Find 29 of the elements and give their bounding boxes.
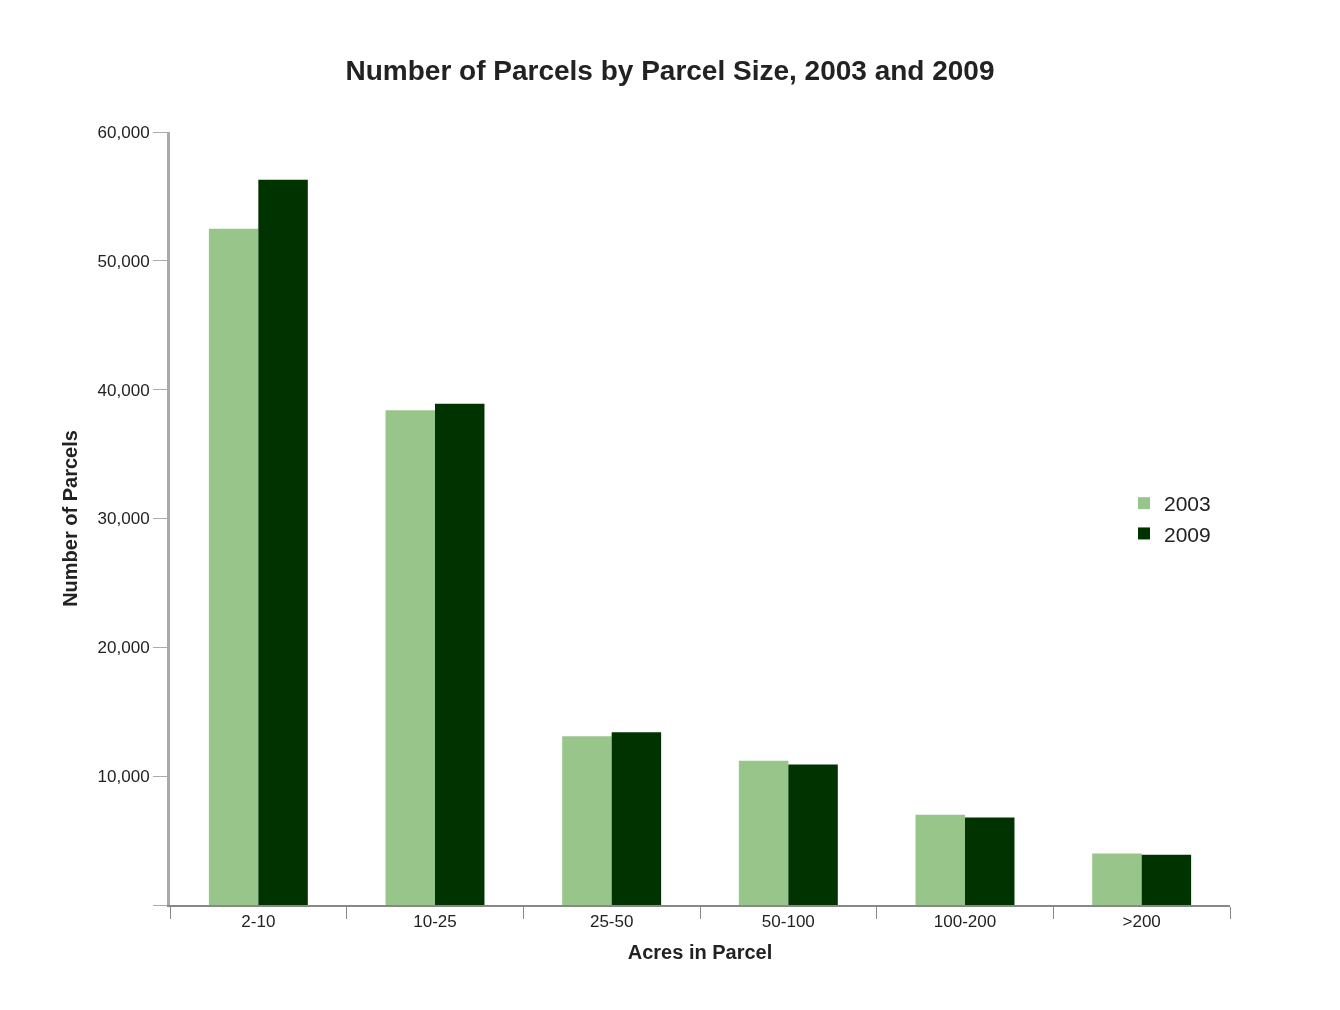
bar	[788, 764, 838, 905]
x-tick-label: 100-200	[933, 912, 997, 932]
y-tick-label: 10,000	[97, 767, 150, 787]
x-tick-label: 25-50	[589, 912, 634, 932]
chart-title: Number of Parcels by Parcel Size, 2003 and 2009	[345, 55, 995, 87]
bar	[435, 403, 485, 905]
bar	[965, 817, 1015, 905]
legend-label: 2009	[1164, 522, 1211, 546]
x-axis-title: Acres in Parcel	[627, 941, 773, 964]
bar	[208, 228, 259, 905]
x-tick-label: 10-25	[413, 912, 457, 932]
y-tick-label: 30,000	[97, 509, 150, 529]
x-tick-label: 2-10	[241, 912, 276, 932]
bar	[738, 760, 789, 905]
y-tick-label: 20,000	[97, 638, 150, 658]
y-tick-label: 60,000	[97, 122, 150, 142]
y-tick-label: 50,000	[97, 251, 150, 271]
bar	[562, 736, 612, 905]
bar	[258, 179, 308, 905]
x-tick-label: 50-100	[761, 912, 815, 932]
y-axis-title: Number of Parcels	[59, 430, 82, 607]
x-tick-label: >200	[1122, 912, 1161, 932]
bar	[1092, 853, 1142, 905]
bar	[915, 814, 965, 905]
y-tick-label: 40,000	[97, 380, 150, 400]
bar	[1141, 854, 1192, 905]
bar	[385, 410, 435, 905]
bar	[611, 732, 662, 905]
legend-label: 2003	[1164, 492, 1211, 516]
